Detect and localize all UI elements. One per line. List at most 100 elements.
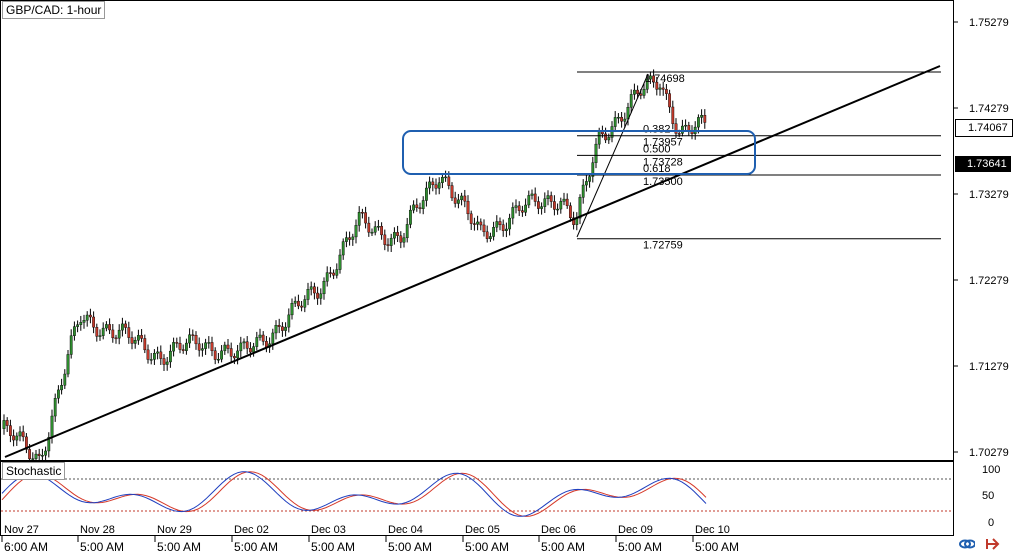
fib-high-label: 1.74698 xyxy=(645,73,685,85)
candle-body xyxy=(671,106,675,124)
candle-body xyxy=(655,81,659,90)
candle-body xyxy=(377,226,380,228)
candle-body xyxy=(303,299,307,308)
time-label: 5:00 AM xyxy=(388,540,432,554)
stochastic-signal-line xyxy=(1,471,707,517)
candle-body xyxy=(172,342,175,352)
link-icon[interactable] xyxy=(959,536,976,552)
candle-body xyxy=(297,300,300,307)
candle-body xyxy=(591,162,595,177)
candle-body xyxy=(2,420,6,429)
candle-body xyxy=(271,332,275,345)
candle-body xyxy=(92,316,96,328)
candle-body xyxy=(697,117,700,128)
candle-body xyxy=(380,226,383,236)
candle-body xyxy=(21,431,25,438)
candle-body xyxy=(252,346,255,353)
candle-body xyxy=(524,204,528,213)
candle-body xyxy=(521,210,524,213)
candle-body xyxy=(553,201,556,210)
candle-body xyxy=(335,269,339,276)
candle-body xyxy=(281,326,284,331)
candle-body xyxy=(629,94,633,108)
candle-body xyxy=(156,351,159,354)
candle-body xyxy=(530,193,534,196)
candle-body xyxy=(431,181,435,186)
support-zone-box xyxy=(402,130,756,175)
candle-body xyxy=(508,217,511,230)
price-label: 1.73279 xyxy=(969,189,1009,201)
arrow-icon[interactable] xyxy=(985,536,1001,552)
candle-body xyxy=(175,342,179,344)
candle-body xyxy=(399,235,403,243)
candle-body xyxy=(345,237,348,242)
candle-body xyxy=(405,224,409,239)
candle-body xyxy=(453,197,457,204)
candle-body xyxy=(421,200,425,209)
candle-body xyxy=(207,342,211,344)
candle-body xyxy=(72,326,76,336)
candle-body xyxy=(53,398,57,417)
stochastic-level-label: 50 xyxy=(982,490,994,502)
fib-ratio-label: 0.500 xyxy=(643,143,671,155)
candle-body xyxy=(146,349,150,360)
candle-body xyxy=(393,232,396,239)
candle-body xyxy=(277,325,281,327)
candle-body xyxy=(649,75,652,80)
candle-body xyxy=(28,449,31,460)
date-label: Dec 02 xyxy=(234,524,269,536)
candle-body xyxy=(559,201,563,210)
candle-body xyxy=(364,212,367,224)
candle-body xyxy=(415,204,419,208)
candle-body xyxy=(597,131,601,145)
candle-body xyxy=(517,205,521,211)
candle-body xyxy=(322,280,326,295)
candle-body xyxy=(498,221,502,225)
candle-body xyxy=(143,338,147,351)
candle-body xyxy=(124,323,128,328)
candle-body xyxy=(332,272,335,276)
candle-body xyxy=(293,300,297,304)
candle-body xyxy=(620,116,624,122)
candle-body xyxy=(178,342,182,350)
candle-body xyxy=(441,177,444,183)
candle-body xyxy=(329,272,332,274)
stochastic-main-line xyxy=(1,471,707,517)
candle-body xyxy=(514,205,518,208)
candle-body xyxy=(76,324,80,327)
candle-body xyxy=(613,117,617,127)
candle-body xyxy=(290,303,294,316)
candle-body xyxy=(204,342,207,349)
candle-body xyxy=(409,209,412,225)
candle-body xyxy=(572,217,576,225)
candle-body xyxy=(581,184,585,198)
candle-body xyxy=(501,224,505,231)
candle-body xyxy=(444,176,447,179)
candle-body xyxy=(140,335,143,339)
candle-body xyxy=(85,314,89,321)
candle-body xyxy=(101,327,105,336)
candle-body xyxy=(15,435,19,441)
fib-price-label: 1.73500 xyxy=(643,176,683,188)
candle-body xyxy=(658,87,662,90)
candle-body xyxy=(12,435,15,441)
candle-body xyxy=(226,344,230,349)
candle-body xyxy=(357,212,361,226)
candle-body xyxy=(341,241,345,256)
candle-body xyxy=(402,237,406,243)
stochastic-group xyxy=(1,471,953,517)
candle-body xyxy=(108,324,112,331)
price-label: 1.71279 xyxy=(969,361,1009,373)
time-label: 5:00 AM xyxy=(311,540,355,554)
date-label: Nov 27 xyxy=(4,524,39,536)
candle-body xyxy=(184,342,188,351)
candle-body xyxy=(466,200,470,215)
candle-body xyxy=(668,93,672,108)
candle-body xyxy=(319,293,323,299)
candle-body xyxy=(120,323,124,331)
fib-price-label: 1.73728 xyxy=(643,156,683,168)
candle-body xyxy=(457,199,460,204)
candle-body xyxy=(489,236,492,239)
overlays-group: 1.74698 1.72759 0.3821.739570.5001.737280.… xyxy=(4,65,941,458)
